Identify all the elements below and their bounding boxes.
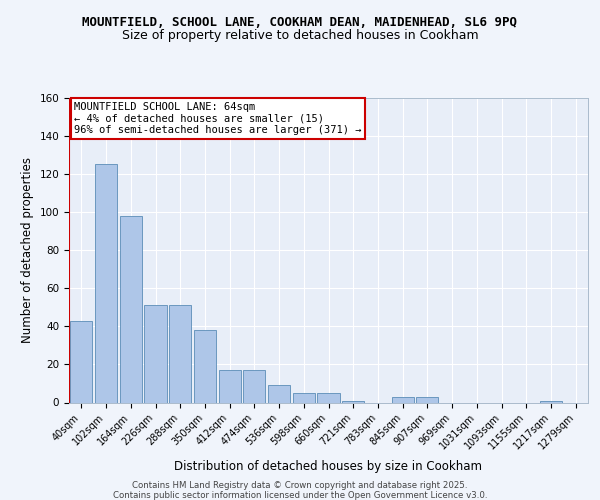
- Bar: [145, 306, 167, 402]
- Bar: [416, 397, 439, 402]
- Text: Size of property relative to detached houses in Cookham: Size of property relative to detached ho…: [122, 28, 478, 42]
- Bar: [95, 164, 117, 402]
- Text: Contains public sector information licensed under the Open Government Licence v3: Contains public sector information licen…: [113, 490, 487, 500]
- Text: MOUNTFIELD, SCHOOL LANE, COOKHAM DEAN, MAIDENHEAD, SL6 9PQ: MOUNTFIELD, SCHOOL LANE, COOKHAM DEAN, M…: [83, 16, 517, 29]
- Bar: [342, 400, 364, 402]
- Bar: [194, 330, 216, 402]
- Bar: [317, 393, 340, 402]
- Text: Contains HM Land Registry data © Crown copyright and database right 2025.: Contains HM Land Registry data © Crown c…: [132, 482, 468, 490]
- Bar: [119, 216, 142, 402]
- Bar: [70, 320, 92, 402]
- Bar: [392, 397, 414, 402]
- Text: MOUNTFIELD SCHOOL LANE: 64sqm
← 4% of detached houses are smaller (15)
96% of se: MOUNTFIELD SCHOOL LANE: 64sqm ← 4% of de…: [74, 102, 362, 136]
- Bar: [169, 306, 191, 402]
- Bar: [293, 393, 315, 402]
- Bar: [268, 386, 290, 402]
- Bar: [218, 370, 241, 402]
- Y-axis label: Number of detached properties: Number of detached properties: [21, 157, 34, 343]
- Bar: [540, 400, 562, 402]
- Bar: [243, 370, 265, 402]
- X-axis label: Distribution of detached houses by size in Cookham: Distribution of detached houses by size …: [175, 460, 482, 473]
